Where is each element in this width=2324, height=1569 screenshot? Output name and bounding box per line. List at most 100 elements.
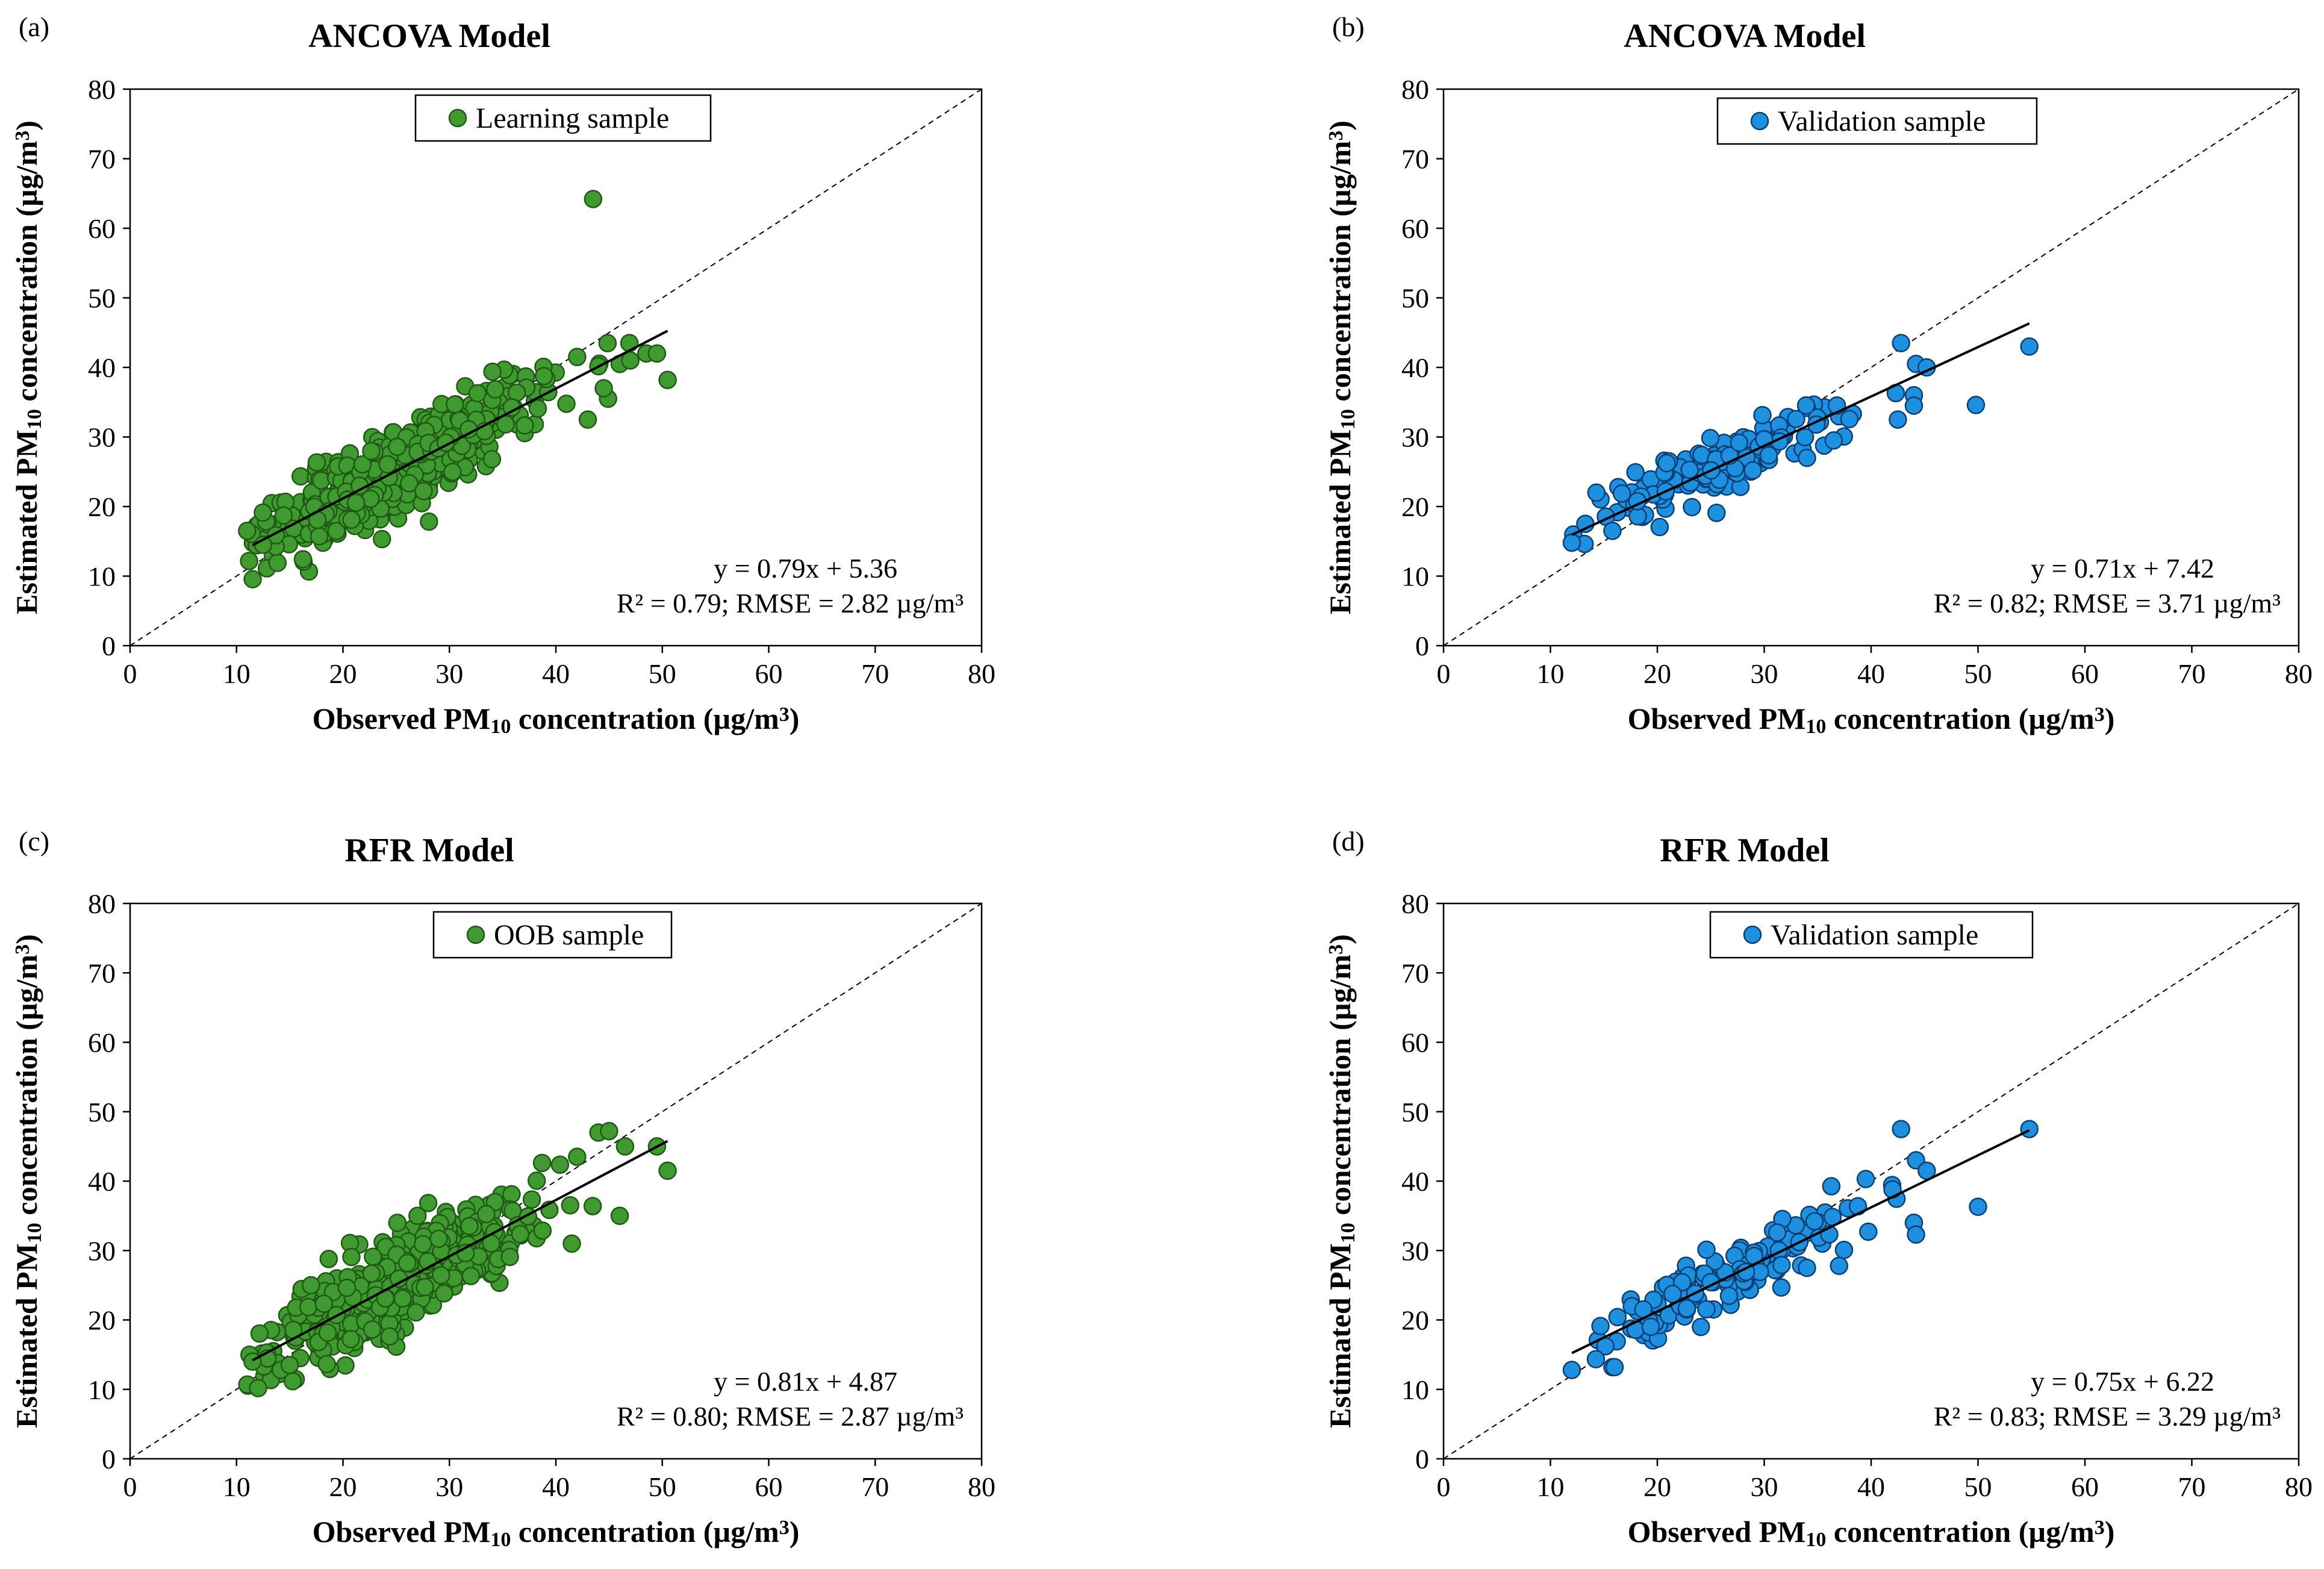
x-tick-label: 30 <box>1751 658 1778 689</box>
y-tick-label: 50 <box>1401 283 1429 314</box>
data-point <box>318 1323 337 1342</box>
data-point <box>429 1229 448 1248</box>
data-point <box>1657 454 1676 473</box>
y-tick-label: 0 <box>102 631 116 661</box>
y-tick-label: 10 <box>88 561 116 592</box>
data-point <box>307 453 326 472</box>
legend-box <box>414 94 712 142</box>
data-point <box>1907 1225 1925 1244</box>
x-tick-label: 40 <box>542 1471 570 1502</box>
y-tick-label: 20 <box>1401 491 1429 522</box>
legend-marker <box>466 925 485 944</box>
regression-line <box>252 329 668 546</box>
panel-title: ANCOVA Model <box>1624 17 1866 55</box>
x-axis-title: Observed PM10 concentration (µg/m3) <box>313 1515 800 1551</box>
data-point <box>416 1277 434 1297</box>
data-point <box>342 510 361 529</box>
data-point <box>528 1171 546 1190</box>
data-point <box>243 570 262 588</box>
data-point <box>1692 1317 1710 1337</box>
data-point <box>398 1253 417 1273</box>
legend-marker <box>1743 925 1762 944</box>
data-point <box>408 1206 427 1225</box>
y-tick-label: 50 <box>1401 1097 1429 1128</box>
data-point <box>1798 448 1816 467</box>
x-tick-label: 50 <box>1964 1471 1992 1502</box>
data-point <box>1824 431 1843 450</box>
x-tick-label: 0 <box>1437 658 1451 689</box>
data-point <box>1641 1317 1660 1337</box>
data-point <box>534 367 553 385</box>
data-point <box>1697 1300 1716 1319</box>
data-point <box>342 1247 361 1267</box>
data-point <box>496 415 515 434</box>
x-tick-label: 80 <box>968 658 995 689</box>
regression-line <box>252 1140 668 1362</box>
regression-equation: y = 0.75x + 6.22 <box>2031 1366 2214 1397</box>
data-point <box>502 1185 521 1204</box>
legend: OOB sample <box>432 911 673 959</box>
data-point <box>1798 1258 1816 1277</box>
data-point <box>532 1153 552 1173</box>
y-tick-label: 0 <box>102 1444 116 1474</box>
x-axis-title: Observed PM10 concentration (µg/m3) <box>1628 702 2115 738</box>
legend: Learning sample <box>414 94 712 142</box>
data-point <box>561 1196 580 1215</box>
data-point <box>1663 1285 1682 1303</box>
data-point <box>378 455 397 474</box>
y-tick-label: 80 <box>1401 74 1429 105</box>
data-point <box>249 1379 267 1397</box>
x-tick-label: 40 <box>542 658 570 689</box>
x-tick-label: 0 <box>123 658 137 689</box>
data-point <box>461 1267 481 1285</box>
x-tick-label: 20 <box>329 658 357 689</box>
data-point <box>568 1147 587 1166</box>
y-tick-label: 70 <box>88 144 116 175</box>
data-point <box>516 416 534 435</box>
data-point <box>1892 334 1910 352</box>
data-point <box>1822 1177 1841 1196</box>
y-tick-label: 40 <box>88 352 116 383</box>
data-point <box>1586 1350 1606 1368</box>
data-point <box>362 1264 381 1283</box>
x-tick-label: 60 <box>2071 1471 2099 1502</box>
x-axis-title: Observed PM10 concentration (µg/m3) <box>313 702 800 738</box>
data-point <box>610 1206 629 1225</box>
data-point <box>1768 1223 1787 1242</box>
data-point <box>443 463 462 481</box>
x-tick-label: 60 <box>755 658 783 689</box>
data-point <box>317 1355 336 1373</box>
y-tick-label: 70 <box>88 958 116 988</box>
data-point <box>562 1234 581 1253</box>
panel-letter: (c) <box>19 826 49 856</box>
x-tick-label: 80 <box>968 1471 995 1502</box>
data-point <box>302 1276 320 1295</box>
x-tick-label: 70 <box>2178 658 2206 689</box>
data-point <box>364 1247 382 1266</box>
regression-line <box>1571 322 2030 536</box>
data-point <box>1677 1299 1696 1318</box>
data-point <box>327 522 346 540</box>
x-tick-label: 70 <box>861 1471 889 1502</box>
x-tick-label: 0 <box>123 1471 137 1502</box>
data-point <box>353 455 372 474</box>
x-tick-label: 70 <box>861 658 889 689</box>
data-point <box>1612 484 1631 503</box>
x-tick-label: 20 <box>329 1471 357 1502</box>
data-point <box>243 1352 262 1371</box>
data-point <box>1834 1241 1854 1259</box>
data-point <box>1743 461 1762 480</box>
data-point <box>268 554 287 572</box>
y-tick-label: 10 <box>1401 561 1429 592</box>
x-tick-label: 0 <box>1437 1471 1451 1502</box>
data-point <box>1701 429 1720 448</box>
panel-a: (a) ANCOVA Model 00 10 10 20 20 30 30 40 40 50 50 60 6… <box>10 11 995 738</box>
data-point <box>533 1221 552 1240</box>
data-point <box>1904 396 1924 415</box>
y-tick-label: 60 <box>1401 1028 1429 1058</box>
x-tick-label: 20 <box>1643 1471 1671 1502</box>
data-point <box>414 481 433 501</box>
data-point <box>600 1121 618 1141</box>
panel-letter: (b) <box>1332 11 1365 42</box>
